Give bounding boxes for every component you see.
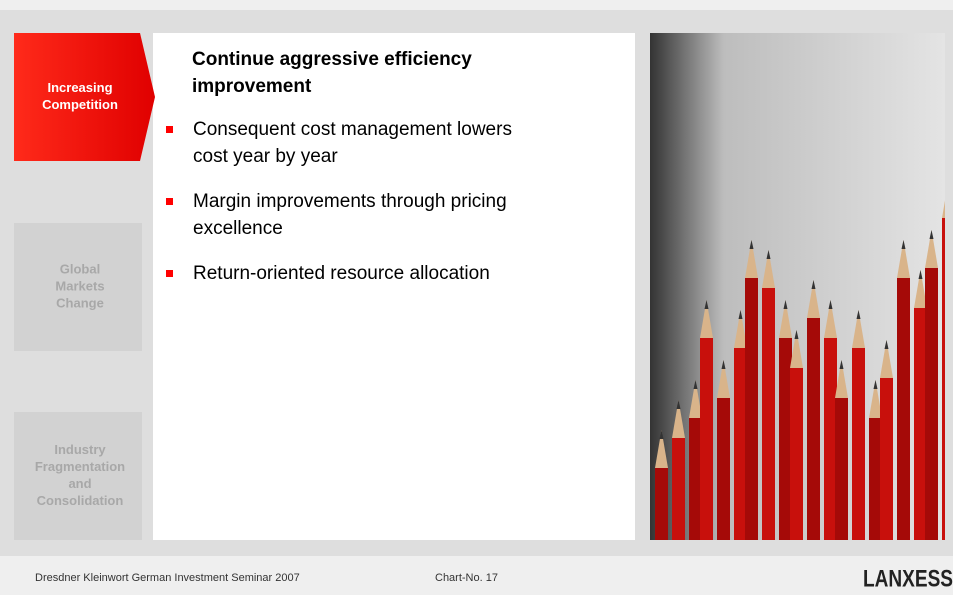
pencil-lead — [693, 380, 698, 389]
pencil-body — [762, 288, 775, 540]
pencil-lead — [676, 400, 681, 409]
bullet — [166, 198, 173, 205]
pencil-lead — [659, 430, 664, 439]
pencil-lead — [873, 380, 878, 389]
pencil-tip — [942, 200, 945, 218]
pencil-tip — [762, 250, 775, 288]
pencil-body — [779, 338, 792, 540]
pencil-lead — [749, 240, 754, 249]
tab — [14, 223, 142, 351]
pencil-body — [672, 438, 685, 540]
pencil-lead — [811, 280, 816, 289]
pencil-body — [655, 468, 668, 540]
pencil-lead — [918, 270, 923, 279]
pencil-tip — [835, 360, 848, 398]
pencil-tip — [700, 300, 713, 338]
pencil-lead — [766, 250, 771, 259]
bullet-text: Consequent cost management lowers — [193, 119, 512, 140]
content-title: improvement — [192, 76, 312, 97]
pencil-lead — [738, 310, 743, 319]
pencil-body — [700, 338, 713, 540]
pencil-body — [745, 278, 758, 540]
tab — [14, 412, 142, 540]
pencil-body — [835, 398, 848, 540]
footer-chart-no: Chart-No. 17 — [435, 572, 498, 584]
pencil-body — [734, 348, 747, 540]
pencil-body — [925, 268, 938, 540]
tab-label: Global — [60, 261, 100, 276]
content-panel — [153, 33, 635, 540]
pencil-tip — [925, 230, 938, 268]
bullet-text: excellence — [193, 218, 283, 239]
pencil-tip — [880, 340, 893, 378]
pencil-body — [897, 278, 910, 540]
logo: LANXESS — [863, 565, 953, 592]
pencil-body — [880, 378, 893, 540]
pencil-body — [807, 318, 820, 540]
tab-active — [14, 33, 155, 161]
tab-label: Increasing — [47, 80, 112, 95]
pencil-tip — [745, 240, 758, 278]
pencil-lead — [783, 300, 788, 309]
pencil-tip — [672, 400, 685, 438]
pencil-tip — [807, 280, 820, 318]
tab-label: Consolidation — [37, 493, 124, 508]
footer-event: Dresdner Kleinwort German Investment Sem… — [35, 572, 300, 584]
tab-label: Markets — [55, 278, 104, 293]
pencil-tip — [717, 360, 730, 398]
pencil-lead — [901, 240, 906, 249]
pencil-body — [852, 348, 865, 540]
pencil-body — [717, 398, 730, 540]
tab-label: Competition — [42, 97, 118, 112]
pencil-tip — [914, 270, 927, 308]
pencil-body — [790, 368, 803, 540]
tab-label: and — [68, 476, 91, 491]
pencil-lead — [839, 360, 844, 369]
pencil-body — [942, 218, 945, 540]
tab-label: Fragmentation — [35, 459, 125, 474]
pencil-tip — [897, 240, 910, 278]
content-title: Continue aggressive efficiency — [192, 49, 472, 70]
pencil-tip — [869, 380, 882, 418]
pencil-tip — [824, 300, 837, 338]
pencil-lead — [828, 300, 833, 309]
bullet — [166, 270, 173, 277]
pencil-body — [914, 308, 927, 540]
pencil-lead — [884, 340, 889, 349]
pencil-lead — [721, 360, 726, 369]
pencil-lead — [794, 330, 799, 339]
bullet — [166, 126, 173, 133]
pencil-image — [650, 33, 945, 540]
pencil-tip — [734, 310, 747, 348]
bullet-text: Return-oriented resource allocation — [193, 263, 490, 284]
pencil-tip — [790, 330, 803, 368]
pencil-body — [689, 418, 702, 540]
pencil-lead — [856, 310, 861, 319]
tab-label: Industry — [54, 442, 106, 457]
tab-label: Change — [56, 295, 104, 310]
pencil-tip — [689, 380, 702, 418]
pencil-body — [824, 338, 837, 540]
pencil-tip — [655, 430, 668, 468]
bullet-text: cost year by year — [193, 146, 338, 167]
pencil-body — [869, 418, 882, 540]
pencil-lead — [929, 230, 934, 239]
pencil-lead — [704, 300, 709, 309]
pencil-tip — [852, 310, 865, 348]
bullet-text: Margin improvements through pricing — [193, 191, 507, 212]
pencil-tip — [779, 300, 792, 338]
